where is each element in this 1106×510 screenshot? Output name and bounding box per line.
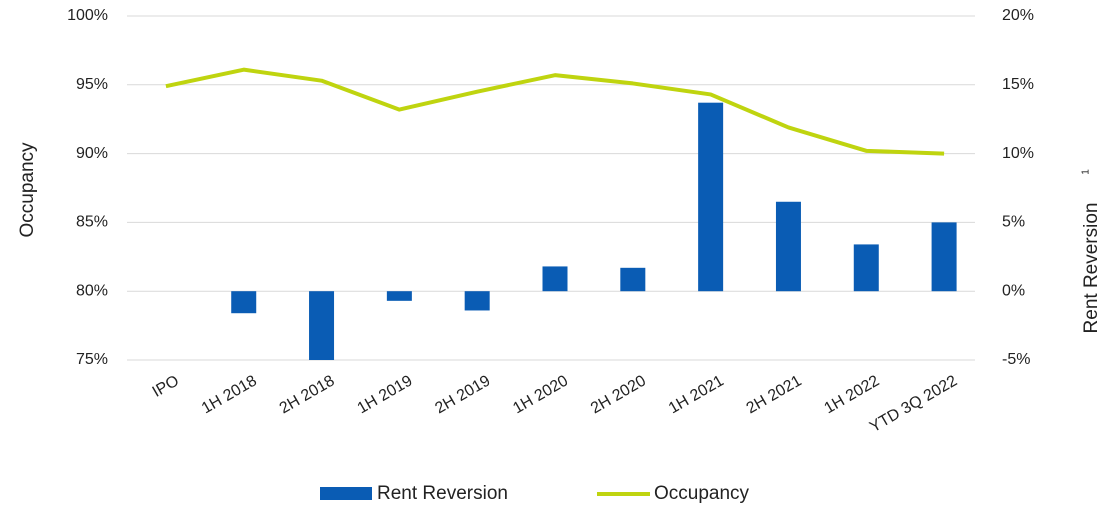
y2-tick-label: 0% [1002, 282, 1025, 299]
x-tick-label: IPO [150, 372, 182, 401]
x-tick-label: 1H 2019 [355, 372, 416, 417]
bar [231, 291, 257, 314]
y-tick-label: 80% [76, 282, 108, 299]
x-tick-label: 1H 2021 [666, 372, 727, 417]
bar [698, 102, 724, 292]
bar [542, 266, 568, 292]
x-tick-label: 2H 2018 [277, 372, 338, 417]
bar [386, 291, 412, 301]
x-tick-label: YTD 3Q 2022 [867, 372, 960, 436]
y2-tick-label: 20% [1002, 7, 1034, 24]
y2-axis-title-note: 1 [1081, 169, 1092, 175]
y2-tick-label: 10% [1002, 145, 1034, 162]
bar [464, 291, 490, 311]
bar [931, 222, 957, 292]
y2-tick-label: 15% [1002, 76, 1034, 93]
y-tick-label: 100% [67, 7, 108, 24]
bar [775, 201, 801, 292]
legend-label: Rent Reversion [377, 483, 508, 504]
y2-tick-label: -5% [1002, 351, 1030, 368]
y2-axis-title: Rent Reversion [1081, 203, 1102, 334]
bar [853, 244, 879, 292]
bar [620, 267, 646, 292]
legend-swatch [320, 487, 372, 500]
bar [309, 291, 335, 360]
x-tick-label: 2H 2021 [744, 372, 805, 417]
y-tick-label: 90% [76, 145, 108, 162]
x-tick-label: 2H 2019 [432, 372, 493, 417]
y-tick-label: 95% [76, 76, 108, 93]
line [165, 67, 945, 156]
x-tick-label: 2H 2020 [588, 372, 649, 417]
y2-tick-label: 5% [1002, 214, 1025, 231]
x-tick-label: 1H 2020 [510, 372, 571, 417]
y-tick-label: 75% [76, 351, 108, 368]
x-tick-label: 1H 2022 [821, 372, 882, 417]
y-axis-title: Occupancy [17, 142, 38, 238]
x-tick-label: 1H 2018 [199, 372, 260, 417]
legend-label: Occupancy [654, 483, 750, 504]
y-tick-label: 85% [76, 214, 108, 231]
